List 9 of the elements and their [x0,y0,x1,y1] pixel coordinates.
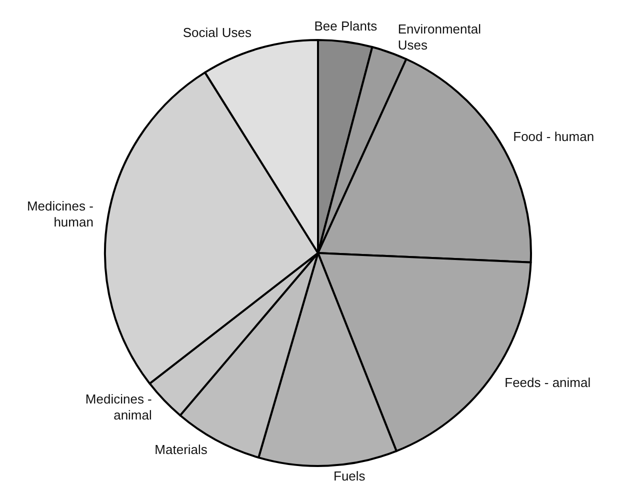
slice-label: Feeds - animal [504,374,591,390]
slice-label: Bee Plants [314,18,378,34]
slice-label: Food - human [513,128,594,144]
slice-label: Materials [154,442,208,457]
slice-label: Fuels [334,468,366,484]
slice-label: Medicines - human [26,198,94,230]
slice-label: Social Uses [182,25,252,40]
slice-label: Medicines - animal [85,392,152,423]
slice-label: Environmental Uses [398,21,482,52]
